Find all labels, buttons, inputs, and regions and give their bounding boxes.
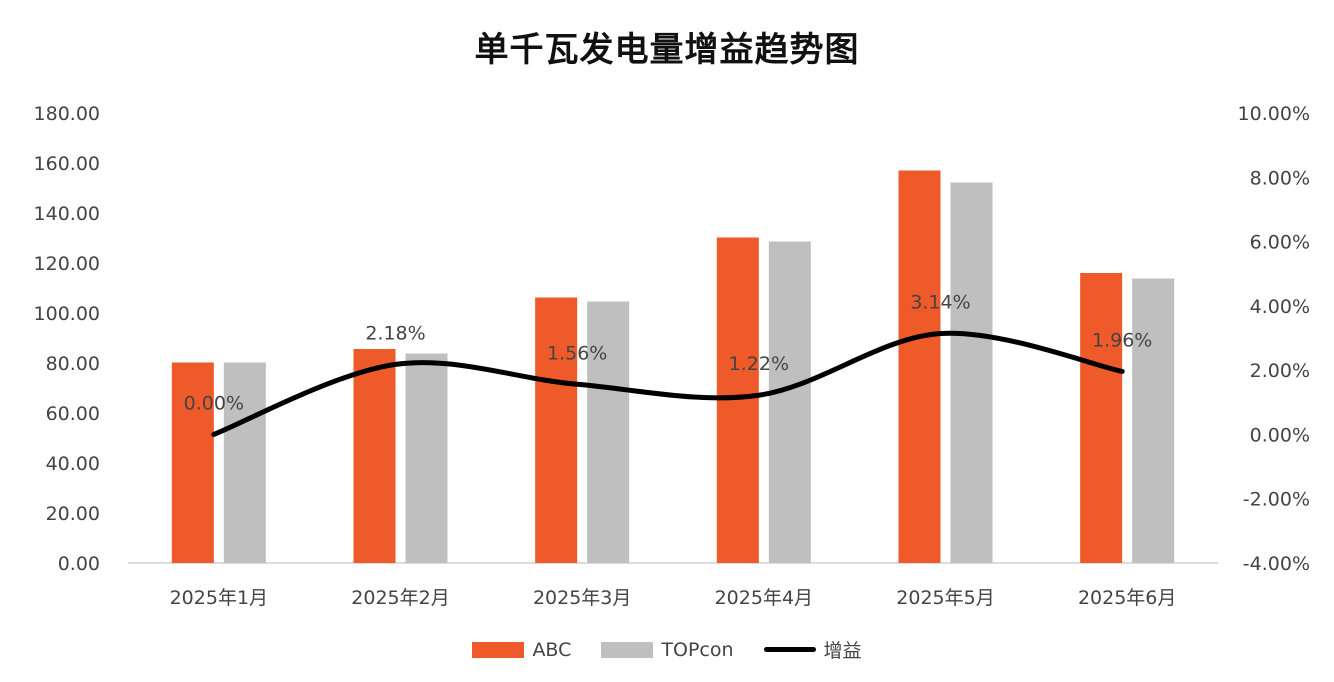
legend-label-gain: 增益	[823, 640, 862, 662]
y-left-tick-label: 20.00	[46, 503, 100, 525]
bar-topcon-4	[768, 241, 811, 563]
chart-title: 单千瓦发电量增益趋势图	[474, 30, 860, 70]
y-left-tick-label: 140.00	[34, 203, 100, 225]
y-left-tick-label: 60.00	[46, 403, 100, 425]
legend-swatch-abc	[472, 641, 525, 658]
bar-topcon-3	[587, 301, 630, 563]
x-category-label: 2025年2月	[351, 587, 449, 609]
y-left-tick-label: 160.00	[34, 153, 100, 175]
legend: ABC TOPcon 增益	[0, 636, 1334, 663]
legend-item-abc[interactable]: ABC	[472, 639, 571, 661]
gain-data-label: 1.22%	[729, 353, 789, 375]
bar-abc-3	[535, 297, 578, 563]
bar-topcon-2	[405, 353, 448, 563]
x-category-label: 2025年5月	[896, 587, 994, 609]
legend-label-abc: ABC	[532, 638, 572, 661]
legend-label-topcon: TOPcon	[661, 638, 734, 661]
y-left-tick-label: 40.00	[46, 453, 100, 475]
y-right-tick-label: -2.00%	[1243, 489, 1310, 511]
y-right-tick-label: 6.00%	[1250, 232, 1310, 254]
gain-data-label: 1.56%	[547, 342, 607, 364]
y-right-tick-label: 0.00%	[1250, 424, 1310, 446]
legend-item-gain[interactable]: 增益	[763, 636, 862, 663]
x-category-label: 2025年4月	[715, 587, 813, 609]
legend-swatch-topcon	[601, 641, 654, 658]
y-right-tick-label: 8.00%	[1250, 167, 1310, 189]
y-right-tick-label: 10.00%	[1238, 103, 1310, 125]
y-right-tick-label: 4.00%	[1250, 296, 1310, 318]
x-category-label: 2025年6月	[1078, 587, 1176, 609]
bar-abc-1	[171, 362, 214, 563]
bar-abc-6	[1080, 273, 1123, 563]
y-left-tick-label: 100.00	[34, 303, 100, 325]
bar-topcon-5	[950, 182, 993, 563]
gain-data-label: 3.14%	[910, 292, 970, 314]
gain-data-label: 1.96%	[1092, 329, 1152, 351]
y-left-tick-label: 180.00	[34, 103, 100, 125]
bar-abc-2	[353, 349, 396, 563]
bar-topcon-6	[1132, 278, 1175, 563]
y-left-tick-label: 80.00	[46, 353, 100, 375]
legend-line-gain	[763, 647, 816, 652]
y-right-tick-label: 2.00%	[1250, 360, 1310, 382]
x-category-label: 2025年3月	[533, 587, 631, 609]
gain-line	[211, 330, 1125, 437]
x-category-label: 2025年1月	[170, 587, 268, 609]
y-right-tick-label: -4.00%	[1243, 553, 1310, 575]
legend-item-topcon[interactable]: TOPcon	[601, 638, 734, 661]
bar-abc-5	[898, 170, 941, 563]
y-left-tick-label: 120.00	[34, 253, 100, 275]
gain-data-label: 2.18%	[365, 322, 425, 344]
y-left-tick-label: 0.00	[58, 553, 100, 575]
gain-data-label: 0.00%	[184, 392, 244, 414]
bar-topcon-1	[223, 362, 266, 563]
